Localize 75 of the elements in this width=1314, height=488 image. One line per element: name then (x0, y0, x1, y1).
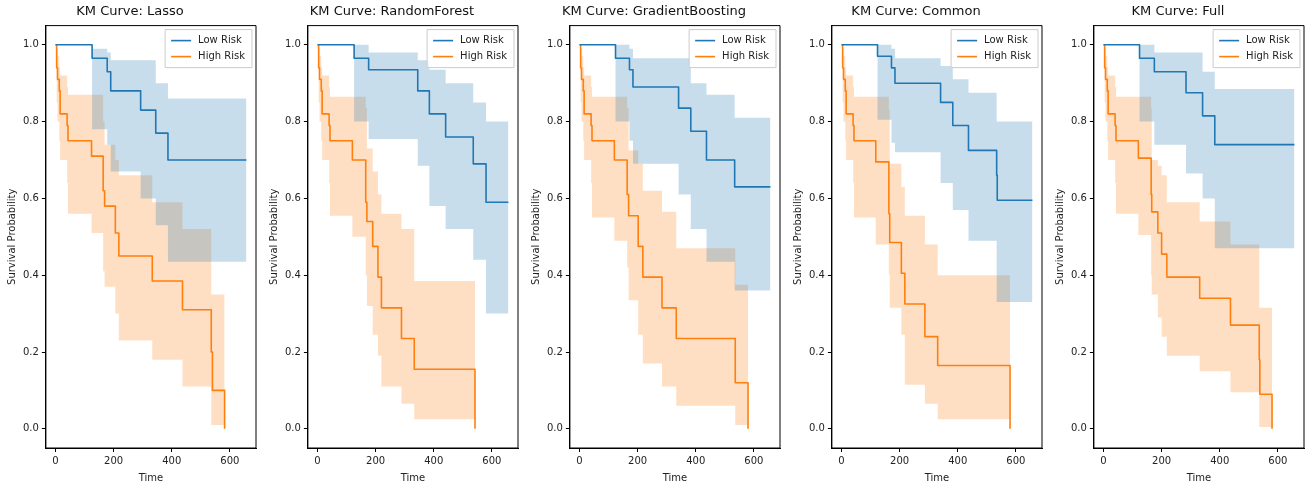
y-tick-label: 0.2 (285, 345, 301, 357)
y-tick-label: 1.0 (547, 38, 563, 50)
y-tick-label: 0.6 (285, 191, 301, 203)
chart-title: KM Curve: GradientBoosting (561, 3, 747, 19)
y-tick-label: 0.2 (547, 345, 563, 357)
chart-title: KM Curve: Common (851, 3, 981, 19)
x-tick-label: 200 (104, 454, 124, 466)
x-axis-title: Time (661, 471, 688, 483)
chart-title: KM Curve: Full (1131, 3, 1225, 19)
x-tick-label: 600 (482, 454, 502, 466)
y-tick-label: 0.0 (285, 422, 301, 434)
legend-label: High Risk (1246, 50, 1294, 62)
chart-title: KM Curve: RandomForest (309, 3, 475, 19)
x-tick-label: 600 (1006, 454, 1026, 466)
x-tick-label: 600 (220, 454, 240, 466)
y-tick-label: 0.6 (1071, 191, 1087, 203)
x-axis-title: Time (1185, 471, 1212, 483)
y-tick-label: 0.8 (23, 115, 39, 127)
y-tick-label: 0.8 (547, 115, 563, 127)
y-tick-label: 1.0 (285, 38, 301, 50)
y-tick-label: 1.0 (1071, 38, 1087, 50)
y-tick-label: 1.0 (809, 38, 825, 50)
y-axis-title: Survival Probability (267, 188, 279, 285)
x-tick-label: 200 (366, 454, 386, 466)
y-tick-label: 0.4 (285, 268, 301, 280)
x-tick-label: 200 (628, 454, 648, 466)
y-tick-label: 0.0 (1071, 422, 1087, 434)
x-axis-title: Time (137, 471, 164, 483)
y-axis-title: Survival Probability (529, 188, 541, 285)
y-tick-label: 0.6 (809, 191, 825, 203)
y-axis-title: Survival Probability (5, 188, 17, 285)
legend-label: Low Risk (722, 34, 766, 46)
x-tick-label: 0 (838, 454, 845, 466)
x-tick-label: 200 (890, 454, 910, 466)
y-tick-label: 0.4 (809, 268, 825, 280)
legend-label: High Risk (198, 50, 246, 62)
x-tick-label: 0 (576, 454, 583, 466)
x-tick-label: 400 (686, 454, 706, 466)
x-tick-label: 400 (948, 454, 968, 466)
y-tick-label: 0.4 (547, 268, 563, 280)
x-tick-label: 400 (162, 454, 182, 466)
legend-label: High Risk (460, 50, 508, 62)
y-tick-label: 0.4 (23, 268, 39, 280)
x-tick-label: 600 (744, 454, 764, 466)
legend-label: Low Risk (460, 34, 504, 46)
y-tick-label: 0.6 (547, 191, 563, 203)
x-tick-label: 400 (424, 454, 444, 466)
y-tick-label: 0.8 (809, 115, 825, 127)
y-axis-title: Survival Probability (1053, 188, 1065, 285)
x-tick-label: 200 (1152, 454, 1172, 466)
chart-title: KM Curve: Lasso (76, 3, 184, 19)
x-axis-title: Time (399, 471, 426, 483)
y-tick-label: 0.2 (1071, 345, 1087, 357)
x-tick-label: 0 (52, 454, 59, 466)
y-tick-label: 0.8 (285, 115, 301, 127)
y-tick-label: 1.0 (23, 38, 39, 50)
x-tick-label: 0 (1100, 454, 1107, 466)
x-axis-title: Time (923, 471, 950, 483)
legend-label: High Risk (722, 50, 770, 62)
x-tick-label: 0 (314, 454, 321, 466)
y-tick-label: 0.2 (23, 345, 39, 357)
y-tick-label: 0.6 (23, 191, 39, 203)
y-tick-label: 0.0 (809, 422, 825, 434)
x-tick-label: 600 (1268, 454, 1288, 466)
legend-label: Low Risk (1246, 34, 1290, 46)
y-axis-title: Survival Probability (791, 188, 803, 285)
y-tick-label: 0.0 (23, 422, 39, 434)
legend-label: Low Risk (198, 34, 242, 46)
y-tick-label: 0.0 (547, 422, 563, 434)
y-tick-label: 0.8 (1071, 115, 1087, 127)
legend-label: High Risk (984, 50, 1032, 62)
legend-label: Low Risk (984, 34, 1028, 46)
y-tick-label: 0.4 (1071, 268, 1087, 280)
x-tick-label: 400 (1210, 454, 1230, 466)
y-tick-label: 0.2 (809, 345, 825, 357)
